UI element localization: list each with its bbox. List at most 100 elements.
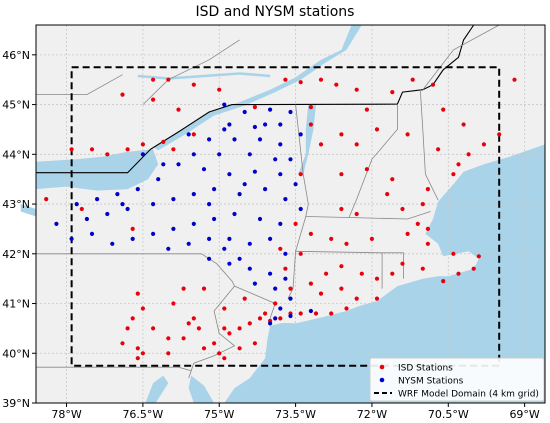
isd-station-point — [318, 77, 324, 82]
nysm-station-point — [293, 182, 298, 187]
chesapeake-bay — [145, 375, 169, 403]
delaware-bay — [188, 375, 215, 403]
nysm-station-point — [288, 109, 293, 115]
state-border — [419, 89, 439, 201]
nysm-station-point — [95, 197, 100, 202]
isd-station-point — [339, 172, 344, 177]
isd-station-point — [374, 276, 380, 281]
isd-station-point — [420, 266, 425, 271]
isd-station-point — [227, 331, 232, 336]
nysm-station-point — [298, 132, 303, 137]
isd-station-point — [278, 246, 283, 251]
nysm-station-point — [273, 286, 278, 291]
nysm-station-point — [120, 202, 125, 207]
nysm-station-point — [222, 127, 227, 132]
isd-station-point — [354, 211, 359, 217]
y-tick-label: 40°N — [2, 347, 30, 360]
isd-station-point — [151, 77, 156, 82]
nysm-station-point — [125, 206, 130, 212]
isd-station-point — [161, 139, 166, 144]
isd-station-point — [89, 147, 95, 152]
nysm-station-point — [268, 321, 273, 326]
isd-station-point — [385, 192, 390, 197]
y-tick-label: 39°N — [2, 397, 30, 410]
isd-station-point — [364, 167, 369, 172]
isd-station-point — [339, 206, 344, 212]
isd-station-point — [130, 316, 135, 321]
isd-station-point — [171, 147, 176, 152]
nysm-station-point — [247, 266, 252, 271]
isd-station-point — [151, 326, 156, 331]
isd-station-point — [130, 226, 135, 231]
nysm-station-point — [232, 211, 237, 217]
nysm-station-point — [288, 313, 293, 319]
isd-station-point — [451, 251, 456, 256]
isd-station-point — [201, 346, 207, 351]
x-tick-label: 72°W — [357, 408, 387, 421]
isd-station-point — [425, 187, 430, 192]
nysm-station-point — [84, 216, 89, 222]
isd-station-point — [318, 142, 324, 147]
x-tick-label: 73.5°W — [275, 408, 316, 421]
y-tick-label: 45°N — [2, 99, 30, 112]
isd-station-point — [166, 77, 171, 82]
nysm-station-point — [252, 124, 257, 130]
isd-station-point — [339, 264, 344, 269]
nysm-station-point — [186, 132, 191, 137]
isd-station-point — [191, 82, 196, 87]
isd-station-point — [151, 97, 156, 102]
state-border — [295, 250, 404, 279]
nysm-station-point — [242, 182, 247, 187]
isd-station-point — [257, 316, 263, 321]
isd-station-point — [278, 316, 283, 321]
nysm-station-point — [278, 142, 283, 147]
nysm-station-point — [161, 162, 166, 167]
nysm-station-point — [278, 306, 283, 311]
isd-station-point — [298, 172, 303, 177]
nysm-station-point — [298, 206, 303, 212]
isd-station-point — [140, 142, 145, 147]
isd-station-point — [237, 346, 242, 351]
isd-station-point — [466, 152, 471, 157]
state-border — [36, 74, 123, 95]
state-border — [422, 24, 500, 90]
state-border — [142, 39, 240, 105]
nysm-station-point — [222, 102, 227, 107]
isd-station-point — [339, 132, 344, 137]
isd-station-point — [354, 142, 359, 147]
state-border — [305, 211, 431, 220]
isd-station-point — [512, 77, 517, 82]
nysm-station-point — [212, 216, 217, 222]
nysm-station-point — [227, 172, 232, 177]
saint-lawrence-river — [153, 25, 362, 151]
isd-station-point — [288, 286, 293, 291]
isd-station-point — [329, 311, 334, 316]
isd-station-point — [273, 301, 278, 306]
nysm-station-point — [268, 271, 273, 276]
isd-station-point — [400, 261, 405, 266]
nysm-station-point — [156, 177, 161, 182]
isd-station-point — [201, 286, 207, 291]
isd-station-point — [400, 206, 405, 212]
nysm-station-point — [288, 157, 293, 162]
isd-station-point — [415, 221, 420, 226]
isd-station-point — [135, 291, 140, 296]
nysm-station-point — [171, 197, 176, 202]
isd-station-point — [405, 231, 410, 236]
nysm-station-point — [278, 122, 283, 127]
isd-station-point — [308, 105, 313, 110]
isd-station-point — [171, 301, 176, 306]
isd-station-point — [441, 107, 446, 112]
nysm-station-point — [54, 221, 59, 226]
isd-station-point — [212, 341, 217, 346]
nysm-station-point — [89, 231, 95, 236]
nysm-station-point — [171, 226, 176, 231]
y-tick-label: 41°N — [2, 298, 30, 311]
map-title: ISD and NYSM stations — [195, 4, 355, 20]
isd-station-point — [176, 107, 181, 112]
wrf-domain-box — [70, 66, 501, 367]
isd-station-point — [222, 306, 227, 311]
isd-station-point — [364, 107, 369, 112]
isd-station-point — [120, 92, 125, 97]
